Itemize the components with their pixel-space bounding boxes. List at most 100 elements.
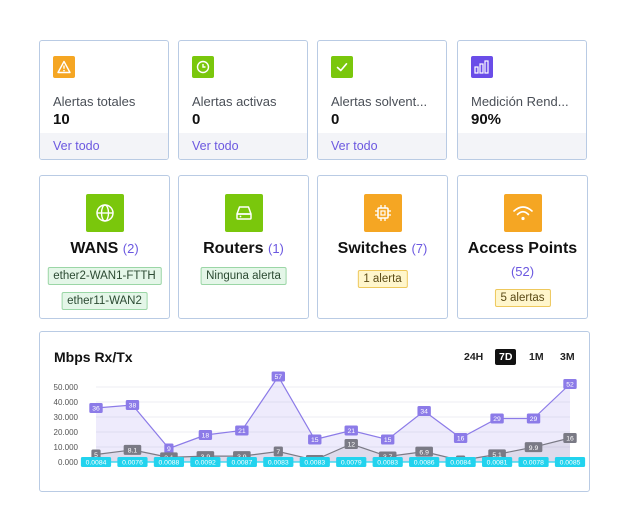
clock-icon xyxy=(192,56,214,78)
stat-label: Alertas activas xyxy=(192,94,277,109)
range-3m-button[interactable]: 3M xyxy=(560,351,575,363)
svg-text:0.0076: 0.0076 xyxy=(122,460,143,467)
device-title: WANS (2) xyxy=(70,240,139,257)
svg-text:57: 57 xyxy=(275,374,283,381)
range-24h-button[interactable]: 24H xyxy=(464,351,484,363)
data-point-label: 0.0083 xyxy=(299,457,330,467)
stat-value: 0 xyxy=(331,111,340,128)
svg-text:29: 29 xyxy=(493,416,501,423)
svg-text:0.0084: 0.0084 xyxy=(450,460,471,467)
svg-text:0.0081: 0.0081 xyxy=(487,460,508,467)
wifi-icon xyxy=(503,194,542,232)
data-point-label: 0.0088 xyxy=(153,457,185,467)
svg-text:0.0083: 0.0083 xyxy=(304,460,325,467)
data-point-label: 21 xyxy=(344,425,358,436)
data-point-label: 36 xyxy=(89,403,103,413)
status-tag: Ninguna alerta xyxy=(200,267,287,285)
bandwidth-chart: 0.000 10.000 20.000 30.000 40.000 50.000 36 38 9… xyxy=(54,371,586,467)
warning-icon xyxy=(53,56,75,78)
stat-label: Alertas solvent... xyxy=(331,94,428,109)
svg-text:15: 15 xyxy=(384,437,392,444)
svg-text:0.0088: 0.0088 xyxy=(159,460,180,467)
svg-text:9.9: 9.9 xyxy=(529,445,539,452)
stat-value: 90% xyxy=(471,111,502,128)
svg-text:34: 34 xyxy=(420,409,428,416)
stat-card-total-alerts: Alertas totales 10 Ver todo xyxy=(39,40,169,160)
y-tick-label: 10.000 xyxy=(54,443,79,452)
stat-card-active-alerts: Alertas activas 0 Ver todo xyxy=(178,40,308,160)
svg-text:0.0092: 0.0092 xyxy=(195,460,216,467)
data-point-label: 34 xyxy=(417,406,431,416)
data-point-label: 15 xyxy=(380,434,395,445)
view-all-link[interactable]: Ver todo xyxy=(40,133,168,159)
data-point-label: 7 xyxy=(273,446,283,457)
device-title: Access Points xyxy=(467,240,578,257)
data-point-label: 16 xyxy=(453,433,468,443)
device-card-access-points[interactable]: Access Points (52) 5 alertas xyxy=(457,175,588,319)
data-point-label: 0.0087 xyxy=(226,457,257,467)
svg-text:29: 29 xyxy=(530,416,538,423)
data-point-label: 8.1 xyxy=(123,444,142,455)
stat-value: 10 xyxy=(53,111,70,128)
svg-text:18: 18 xyxy=(202,433,210,440)
data-point-label: 0.0084 xyxy=(80,457,112,467)
view-all-link[interactable]: Ver todo xyxy=(318,133,446,159)
svg-text:21: 21 xyxy=(347,428,355,435)
stat-label: Alertas totales xyxy=(53,94,136,109)
card-footer xyxy=(458,133,586,159)
data-point-label: 9 xyxy=(164,443,174,454)
data-point-label: 57 xyxy=(271,371,286,382)
data-point-label: 0.0078 xyxy=(518,457,549,467)
data-point-label: 0.0081 xyxy=(481,457,513,467)
svg-text:0.0083: 0.0083 xyxy=(268,460,289,467)
data-point-label: 16 xyxy=(563,433,577,443)
svg-text:0.0083: 0.0083 xyxy=(377,460,398,467)
svg-text:5: 5 xyxy=(94,452,98,459)
data-point-label: 5.1 xyxy=(488,449,506,460)
device-card-wans[interactable]: WANS (2) ether2-WAN1-FTTH ether11-WAN2 xyxy=(39,175,170,319)
data-point-label: 0.0086 xyxy=(409,457,440,467)
range-7d-button[interactable]: 7D xyxy=(495,349,517,365)
wan-tag: ether2-WAN1-FTTH xyxy=(47,267,162,285)
stat-card-performance: Medición Rend... 90% xyxy=(457,40,587,160)
data-point-label: 0.0083 xyxy=(263,457,294,467)
stat-label: Medición Rend... xyxy=(471,94,569,109)
data-point-label: 15 xyxy=(308,434,322,445)
device-title: Routers (1) xyxy=(203,240,284,257)
svg-text:0.0086: 0.0086 xyxy=(414,460,435,467)
data-point-label: 9.9 xyxy=(524,442,543,453)
svg-text:15: 15 xyxy=(311,437,319,444)
stat-card-solved-alerts: Alertas solvent... 0 Ver todo xyxy=(317,40,447,160)
svg-text:7: 7 xyxy=(276,449,280,456)
stat-value: 0 xyxy=(192,111,201,128)
router-icon xyxy=(224,194,263,232)
svg-text:5.1: 5.1 xyxy=(492,452,502,459)
view-all-link[interactable]: Ver todo xyxy=(179,133,307,159)
svg-text:0.0085: 0.0085 xyxy=(560,460,581,467)
svg-text:0.0078: 0.0078 xyxy=(523,460,544,467)
data-point-label: 6.9 xyxy=(415,446,433,457)
data-point-label: 21 xyxy=(235,425,249,436)
data-point-label: 12 xyxy=(344,439,358,449)
chip-icon xyxy=(363,194,402,232)
device-count: (7) xyxy=(411,241,428,256)
device-card-switches[interactable]: Switches (7) 1 alerta xyxy=(317,175,448,319)
device-count: (52) xyxy=(510,264,535,279)
svg-text:6.9: 6.9 xyxy=(419,449,429,456)
svg-text:0.0084: 0.0084 xyxy=(86,460,107,467)
chart-title: Mbps Rx/Tx xyxy=(54,349,133,365)
device-card-routers[interactable]: Routers (1) Ninguna alerta xyxy=(178,175,309,319)
data-point-label: 18 xyxy=(198,430,213,440)
y-tick-label: 20.000 xyxy=(54,428,79,437)
y-tick-label: 30.000 xyxy=(54,413,79,422)
bandwidth-chart-card: Mbps Rx/Tx 24H 7D 1M 3M 0.000 10.000 20.00… xyxy=(39,331,590,492)
svg-text:36: 36 xyxy=(92,406,100,413)
device-title: Switches (7) xyxy=(337,240,428,257)
alert-tag: 5 alertas xyxy=(494,289,551,307)
svg-text:38: 38 xyxy=(129,403,137,410)
svg-text:12: 12 xyxy=(347,442,355,449)
check-icon xyxy=(331,56,353,78)
svg-text:8.1: 8.1 xyxy=(128,447,138,454)
svg-text:16: 16 xyxy=(457,436,465,443)
range-1m-button[interactable]: 1M xyxy=(529,351,544,363)
